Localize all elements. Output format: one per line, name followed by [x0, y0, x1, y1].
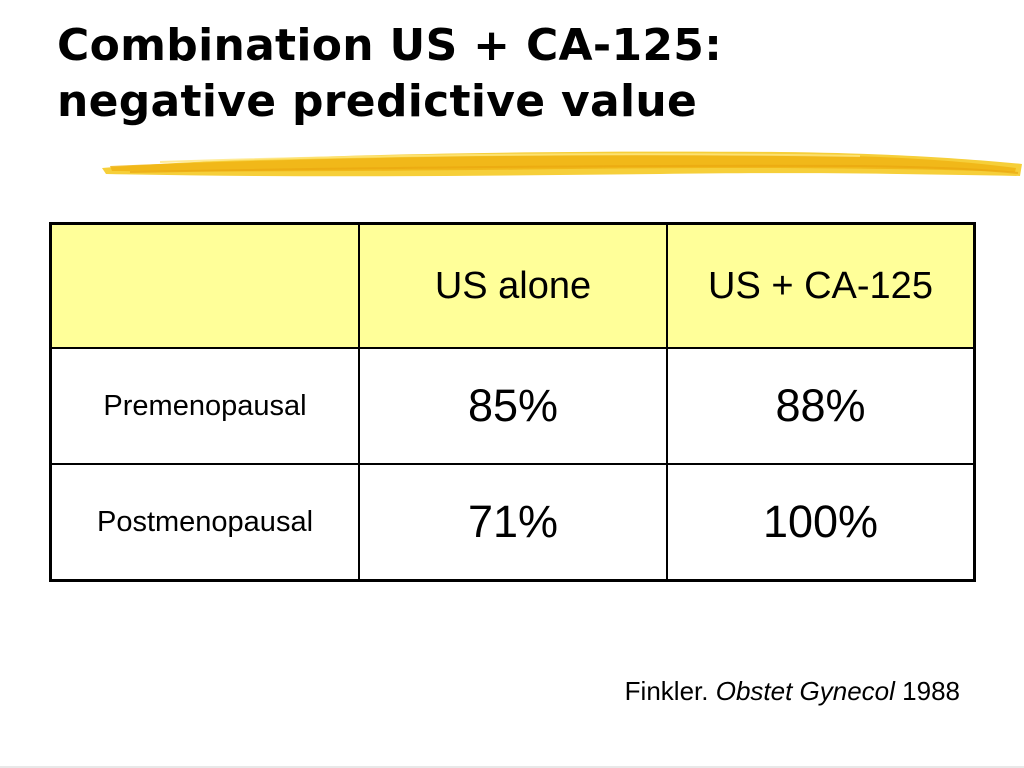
citation-journal: Obstet Gynecol — [715, 676, 895, 706]
citation-author: Finkler. — [624, 676, 709, 706]
header-cell-empty — [49, 222, 360, 349]
header-cell-us-alone: US alone — [358, 222, 668, 349]
header-cell-us-ca125: US + CA-125 — [666, 222, 976, 349]
row-label-postmenopausal: Postmenopausal — [49, 463, 360, 582]
value-postmenopausal-us-ca125: 100% — [666, 463, 976, 582]
row-label-premenopausal: Premenopausal — [49, 347, 360, 465]
citation: Finkler. Obstet Gynecol 1988 — [625, 676, 960, 707]
table-row: Postmenopausal 71% 100% — [49, 463, 976, 582]
value-premenopausal-us-alone: 85% — [358, 347, 668, 465]
value-postmenopausal-us-alone: 71% — [358, 463, 668, 582]
table-header-row: US alone US + CA-125 — [49, 222, 976, 349]
npv-table: US alone US + CA-125 Premenopausal 85% 8… — [49, 222, 976, 582]
slide-title: Combination US + CA-125: negative predic… — [57, 18, 997, 130]
highlighter-underline — [102, 151, 1022, 177]
title-line-2: negative predictive value — [57, 76, 698, 127]
citation-year: 1988 — [902, 676, 960, 706]
title-line-1: Combination US + CA-125: — [57, 20, 723, 71]
value-premenopausal-us-ca125: 88% — [666, 347, 976, 465]
slide-bottom-divider — [0, 766, 1024, 768]
table-row: Premenopausal 85% 88% — [49, 347, 976, 465]
